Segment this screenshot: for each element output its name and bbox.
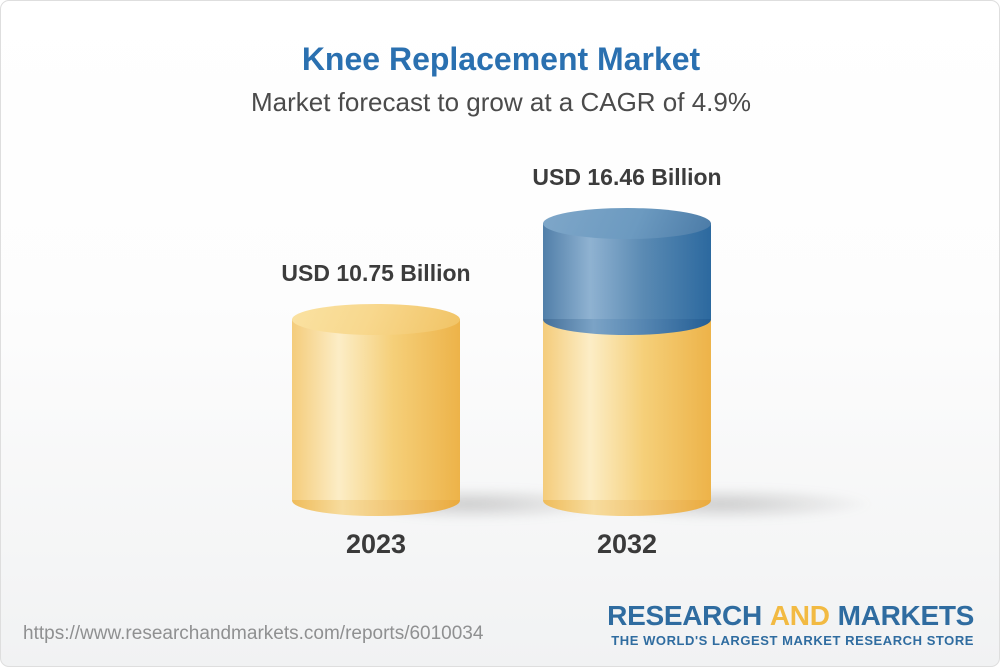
category-label-2023: 2023 <box>345 529 407 559</box>
cylinder-side <box>543 223 711 320</box>
logo-word-and: AND <box>769 600 830 631</box>
value-label-2032: USD 16.46 Billion <box>532 163 722 190</box>
logo-word-markets: MARKETS <box>837 600 975 631</box>
cylinder-top-ellipse <box>543 207 711 239</box>
page-title: Knee Replacement Market <box>301 41 701 77</box>
cylinder-top-ellipse <box>292 303 460 335</box>
value-label-2023: USD 10.75 Billion <box>281 259 471 286</box>
page-subtitle: Market forecast to grow at a CAGR of 4.9… <box>251 87 751 117</box>
logo-wordmark: RESEARCH AND MARKETS <box>607 600 975 631</box>
logo-word-research: RESEARCH <box>607 600 762 631</box>
logo-tagline: THE WORLD'S LARGEST MARKET RESEARCH STOR… <box>611 633 974 649</box>
report-url: https://www.researchandmarkets.com/repor… <box>23 623 484 644</box>
cylinder-side <box>292 319 460 500</box>
research-and-markets-logo: RESEARCH AND MARKETS THE WORLD'S LARGEST… <box>607 600 975 649</box>
bar-2032 <box>543 1 711 601</box>
cylinder-side <box>543 319 711 500</box>
bar-2023 <box>292 1 460 601</box>
category-label-2032: 2032 <box>596 529 658 559</box>
